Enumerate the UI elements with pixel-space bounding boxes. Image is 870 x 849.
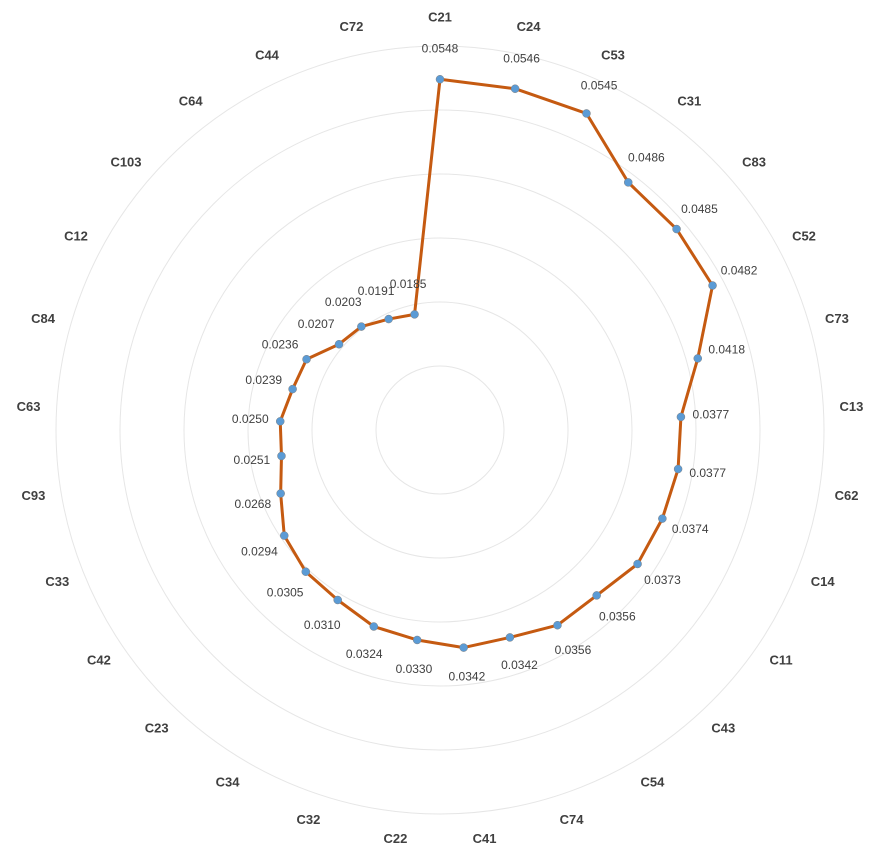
data-point xyxy=(459,643,468,652)
value-label: 0.0373 xyxy=(644,573,681,587)
data-point xyxy=(412,635,422,645)
value-label: 0.0342 xyxy=(501,658,538,672)
value-label: 0.0356 xyxy=(555,643,592,657)
data-point xyxy=(275,417,285,426)
data-point xyxy=(510,84,520,93)
value-label: 0.0203 xyxy=(325,295,362,309)
value-label: 0.0236 xyxy=(262,337,299,351)
data-point xyxy=(623,178,633,187)
category-label: C54 xyxy=(640,774,665,789)
value-label: 0.0545 xyxy=(581,78,618,92)
category-label: C74 xyxy=(560,812,585,827)
category-label: C72 xyxy=(340,19,364,34)
data-point xyxy=(288,384,297,394)
value-label: 0.0485 xyxy=(681,202,718,216)
category-label: C42 xyxy=(87,653,111,668)
grid-ring xyxy=(375,365,505,495)
value-label: 0.0374 xyxy=(672,522,709,536)
data-point xyxy=(302,355,311,364)
category-label: C13 xyxy=(839,399,863,414)
category-label: C103 xyxy=(110,155,141,170)
category-label: C34 xyxy=(216,774,241,789)
value-label: 0.0342 xyxy=(449,670,486,684)
data-point xyxy=(435,75,445,84)
category-label: C83 xyxy=(742,155,766,170)
grid-ring xyxy=(119,109,761,751)
category-label: C63 xyxy=(17,399,41,414)
series-line xyxy=(278,77,715,650)
data-point xyxy=(676,412,686,422)
data-point xyxy=(333,595,342,605)
category-label: C22 xyxy=(384,831,408,846)
data-point xyxy=(410,310,419,319)
category-label: C64 xyxy=(179,93,204,108)
value-label: 0.0486 xyxy=(628,151,665,165)
category-label: C52 xyxy=(792,228,816,243)
data-point xyxy=(672,224,681,234)
category-label: C93 xyxy=(21,488,45,503)
grid-ring xyxy=(55,45,825,815)
category-label: C62 xyxy=(835,488,859,503)
data-point xyxy=(582,109,591,118)
data-point xyxy=(357,322,366,331)
data-point xyxy=(276,489,285,498)
category-label: C32 xyxy=(297,812,321,827)
value-label: 0.0377 xyxy=(693,407,730,421)
value-label: 0.0418 xyxy=(708,343,745,357)
value-label: 0.0482 xyxy=(721,264,758,278)
data-point xyxy=(693,354,703,363)
category-label: C24 xyxy=(517,19,542,34)
category-label: C11 xyxy=(769,653,792,668)
grid-ring xyxy=(247,237,633,623)
value-label: 0.0310 xyxy=(304,618,341,632)
category-label: C31 xyxy=(677,93,701,108)
value-label: 0.0330 xyxy=(396,662,433,676)
category-label: C12 xyxy=(64,228,88,243)
category-label: C43 xyxy=(711,721,735,736)
value-label: 0.0268 xyxy=(234,497,271,511)
category-label: C84 xyxy=(31,311,56,326)
value-label: 0.0250 xyxy=(232,412,269,426)
category-label: C23 xyxy=(145,721,169,736)
category-label: C21 xyxy=(428,9,452,24)
category-label: C73 xyxy=(825,311,849,326)
value-label: 0.0377 xyxy=(689,466,726,480)
data-point xyxy=(280,531,289,540)
value-label: 0.0305 xyxy=(267,586,304,600)
grid-ring xyxy=(183,173,697,687)
data-point xyxy=(633,559,642,569)
data-point xyxy=(334,339,344,349)
data-point xyxy=(384,314,393,324)
category-label: C33 xyxy=(45,574,69,589)
value-label: 0.0324 xyxy=(346,647,383,661)
value-label: 0.0356 xyxy=(599,609,636,623)
category-label: C53 xyxy=(601,48,625,63)
data-point xyxy=(277,451,286,461)
data-point xyxy=(673,464,683,474)
data-point xyxy=(553,620,562,630)
value-label: 0.0207 xyxy=(298,317,335,331)
category-label: C44 xyxy=(255,48,280,63)
value-label: 0.0185 xyxy=(390,277,427,291)
data-point xyxy=(592,591,601,600)
data-point xyxy=(301,567,311,576)
value-label: 0.0191 xyxy=(358,284,395,298)
data-point xyxy=(658,514,667,523)
data-point xyxy=(369,622,379,631)
value-label: 0.0239 xyxy=(245,373,282,387)
grid-ring xyxy=(311,301,569,559)
data-point xyxy=(708,281,717,290)
value-label: 0.0548 xyxy=(422,41,459,55)
data-point xyxy=(505,633,515,642)
value-label: 0.0294 xyxy=(241,545,278,559)
category-label: C41 xyxy=(473,831,497,846)
value-label: 0.0251 xyxy=(234,453,271,467)
value-label: 0.0546 xyxy=(503,52,540,66)
category-label: C14 xyxy=(811,574,836,589)
